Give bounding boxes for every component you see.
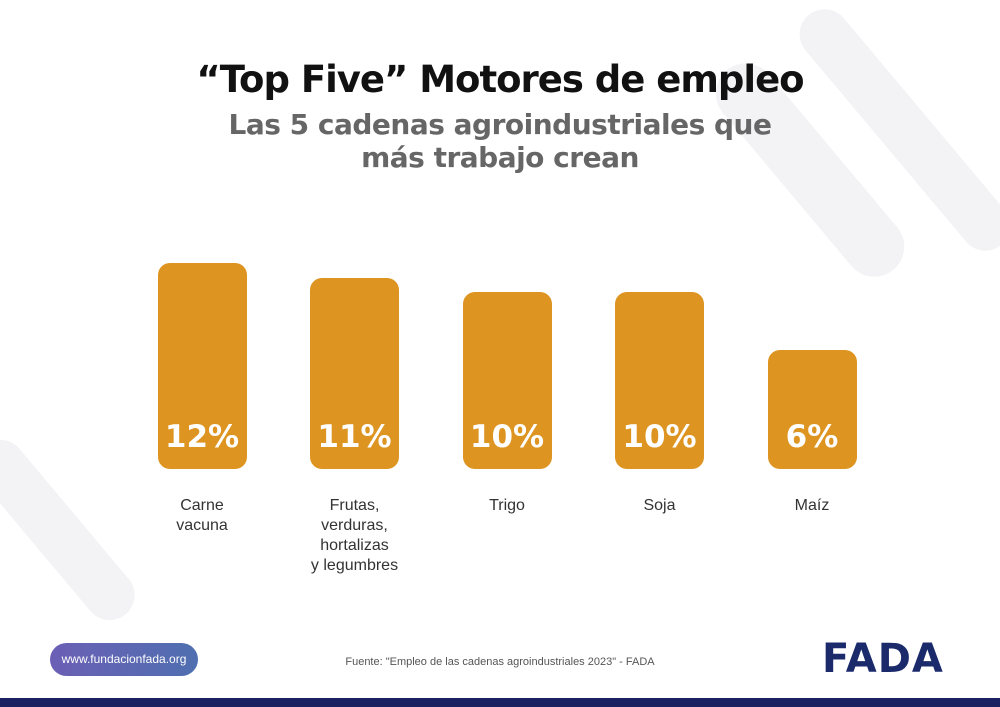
value-label: 11% <box>317 419 392 455</box>
category-label: Trigo <box>489 497 525 514</box>
bar: 12% <box>157 263 247 469</box>
logo: FADA <box>822 636 944 682</box>
chart-title: “Top Five” Motores de empleo <box>196 58 804 101</box>
value-label: 10% <box>469 419 545 455</box>
bar: 11% <box>310 277 399 469</box>
category-label: Maíz <box>794 497 830 514</box>
bar: 6% <box>767 350 857 469</box>
bar: 10% <box>615 292 704 469</box>
footer-bar <box>0 698 1000 707</box>
chart-subtitle: Las 5 cadenas agroindustriales que más t… <box>228 108 772 174</box>
source-note: Fuente: "Empleo de las cadenas agroindus… <box>345 656 655 668</box>
value-label: 10% <box>622 419 697 455</box>
category-label: Soja <box>643 497 676 514</box>
value-label: 6% <box>785 419 839 455</box>
category-label: Frutas, verduras, hortalizas y legumbres <box>310 497 399 574</box>
category-label: Carne vacuna <box>176 497 228 534</box>
bar: 10% <box>462 292 552 469</box>
value-label: 12% <box>164 419 240 455</box>
website-link[interactable]: www.fundacionfada.org <box>50 643 198 676</box>
